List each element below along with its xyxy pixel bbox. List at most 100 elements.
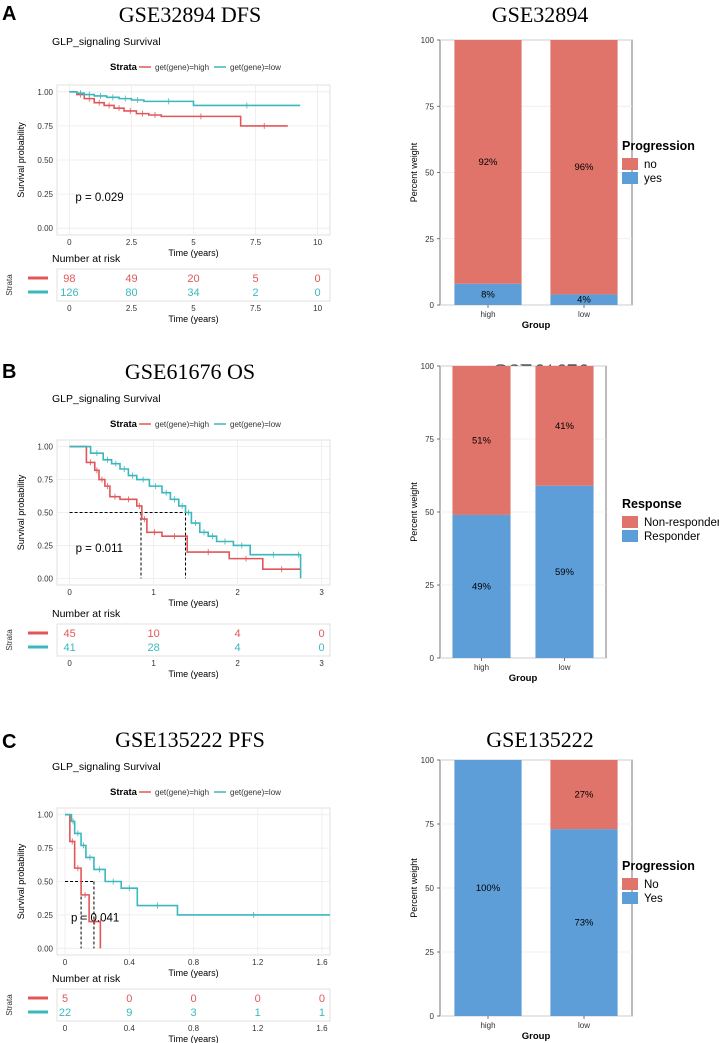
km-b-risk-low-count: 4 <box>235 642 241 654</box>
bar-c-legend-swatch-yes <box>622 892 638 904</box>
km-c-risk-high-count: 5 <box>62 993 68 1005</box>
bar-c-ytick-label: 25 <box>425 948 434 957</box>
bar-b-ytick-label: 75 <box>425 435 434 444</box>
km-c-xtick-label: 0 <box>63 958 68 967</box>
km-a-ytick-label: 0.25 <box>37 190 53 199</box>
km-c-ytick-label: 1.00 <box>37 811 53 820</box>
bar-c-ytick-label: 100 <box>421 756 435 765</box>
km-c-ytick-label: 0.50 <box>37 878 53 887</box>
bar-a-xtick-label: low <box>578 310 590 319</box>
km-c-ytick-label: 0.25 <box>37 911 53 920</box>
panel-letter-a: A <box>2 3 16 25</box>
km-b-xlabel: Time (years) <box>168 598 218 608</box>
bar-a-ytick-label: 75 <box>425 102 434 111</box>
km-a-ylabel: Survival probability <box>16 122 26 198</box>
km-a-xlabel: Time (years) <box>168 248 218 258</box>
bar-a-legend-swatch-yes <box>622 172 638 184</box>
km-a-legend-low-label: get(gene)=low <box>230 63 281 72</box>
km-b-risk-low-count: 28 <box>147 642 159 654</box>
bar-c-legend-label-yes: Yes <box>644 893 663 905</box>
bar-a-ytick-label: 100 <box>421 36 435 45</box>
km-a-xtick-label: 0 <box>67 238 72 247</box>
bar-c-title: GSE135222 <box>486 727 594 752</box>
km-a-risk-high-count: 0 <box>315 273 321 285</box>
km-c-xlabel: Time (years) <box>168 968 218 978</box>
km-a-risk-high-count: 5 <box>252 273 258 285</box>
bar-c-ylabel: Percent weight <box>409 858 419 918</box>
bar-c-legend-title: Progression <box>622 859 695 873</box>
km-a-risk-low-count: 80 <box>125 287 137 299</box>
km-c-legend-title: Strata <box>110 787 138 798</box>
km-b-risk-ylabel: Strata <box>5 629 14 651</box>
bar-a-bar-high-yes <box>454 283 522 305</box>
km-b-xtick-label: 1 <box>151 588 156 597</box>
km-a-risk-low-count: 126 <box>60 287 78 299</box>
km-c-risk-xtick-label: 0.4 <box>124 1024 136 1033</box>
km-b-legend-low-label: get(gene)=low <box>230 420 281 429</box>
bar-c-xtick-label: high <box>480 1021 495 1030</box>
bar-c-xtick-label: low <box>578 1021 590 1030</box>
km-b-risk-high-count: 0 <box>319 628 325 640</box>
bar-a-label-low-yes: 4% <box>577 295 591 306</box>
km-b-ytick-label: 0.25 <box>37 541 53 550</box>
km-a-risk-low-count: 34 <box>187 287 199 299</box>
km-a-ytick-label: 0.00 <box>37 224 53 233</box>
km-b-risk-xtick-label: 2 <box>235 659 240 668</box>
bar-b-ytick-label: 25 <box>425 581 434 590</box>
km-c-risk-xlabel: Time (years) <box>168 1034 218 1043</box>
km-c-risk-low-count: 1 <box>255 1007 261 1019</box>
km-a-risk-title: Number at risk <box>52 253 121 265</box>
km-a-risk-xtick-label: 7.5 <box>250 304 262 313</box>
bar-c-ytick-label: 50 <box>425 884 434 893</box>
km-c-xtick-label: 0.4 <box>124 958 136 967</box>
km-b-p-value: p = 0.011 <box>76 543 123 555</box>
km-b-xtick-label: 3 <box>319 588 324 597</box>
bar-b-legend-swatch-responder <box>622 530 638 542</box>
km-c-risk-low-count: 9 <box>126 1007 132 1019</box>
bar-c-ytick-label: 0 <box>430 1012 435 1021</box>
bar-a-label-high-yes: 8% <box>481 289 495 300</box>
km-c-risk-high-count: 0 <box>126 993 132 1005</box>
km-c-risk-xtick-label: 1.2 <box>252 1024 264 1033</box>
bar-b-bar-low-non-responder <box>535 366 594 486</box>
km-c-title: GSE135222 PFS <box>115 727 265 752</box>
km-c-risk-ylabel: Strata <box>5 994 14 1016</box>
km-a-p-value: p = 0.029 <box>75 192 123 204</box>
km-c-risk-area <box>56 988 331 1022</box>
bar-b-legend-label-non-responder: Non-responder <box>644 517 719 529</box>
km-c-risk-xtick-label: 0 <box>63 1024 68 1033</box>
km-c-xtick-label: 0.8 <box>188 958 200 967</box>
km-b-risk-high-count: 4 <box>235 628 241 640</box>
km-b-ylabel: Survival probability <box>16 474 26 550</box>
bar-c-bar-low-yes <box>550 829 618 1016</box>
panel-letter-b: B <box>2 361 16 383</box>
km-c-risk-xtick-label: 1.6 <box>316 1024 328 1033</box>
bar-a-ytick-label: 25 <box>425 235 434 244</box>
km-b-risk-low-count: 41 <box>63 642 75 654</box>
km-c-subtitle: GLP_signaling Survival <box>52 761 161 773</box>
km-a-ytick-label: 0.75 <box>37 122 53 131</box>
bar-b-legend-swatch-non-responder <box>622 516 638 528</box>
km-c-ytick-label: 0.00 <box>37 944 53 953</box>
km-b-risk-xtick-label: 0 <box>67 659 72 668</box>
bar-a-label-low-no: 96% <box>574 162 594 173</box>
km-a-ytick-label: 1.00 <box>37 88 53 97</box>
km-b-ytick-label: 0.75 <box>37 476 53 485</box>
km-b-xtick-label: 0 <box>67 588 72 597</box>
km-a-xtick-label: 10 <box>313 238 322 247</box>
bar-b-legend-title: Response <box>622 497 682 511</box>
bar-a-ytick-label: 0 <box>430 301 435 310</box>
km-c-legend-low-label: get(gene)=low <box>230 788 281 797</box>
km-c-risk-high-count: 0 <box>190 993 196 1005</box>
km-a-risk-high-count: 98 <box>63 273 75 285</box>
bar-a-legend-title: Progression <box>622 139 695 153</box>
km-b-risk-title: Number at risk <box>52 608 121 620</box>
bar-c-label-high-yes: 100% <box>476 883 501 894</box>
km-c-ylabel: Survival probability <box>16 843 26 919</box>
bar-a-label-high-no: 92% <box>478 157 498 168</box>
bar-b-label-low-responder: 59% <box>555 567 575 578</box>
km-a-risk-low-count: 2 <box>252 287 258 299</box>
bar-b-label-low-non-responder: 41% <box>555 421 575 432</box>
bar-a-xtick-label: high <box>480 310 495 319</box>
bar-c-label-low-no: 27% <box>574 790 594 801</box>
